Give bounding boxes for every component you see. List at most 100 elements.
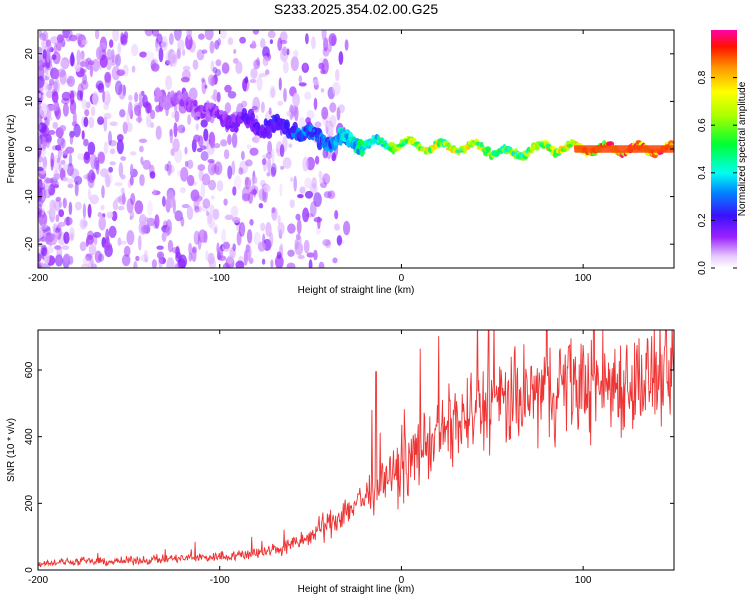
heatmap-noise-cell <box>66 163 74 176</box>
heatmap-noise-cell <box>252 30 260 35</box>
heatmap-ridge-band <box>574 145 674 153</box>
heatmap-noise-cell <box>109 39 114 48</box>
x-tick-label: -200 <box>28 575 48 586</box>
heatmap-noise-cell <box>235 61 243 74</box>
heatmap-noise-cell <box>82 203 86 219</box>
y-tick-label: 10 <box>24 95 35 107</box>
heatmap-noise-cell <box>176 48 181 60</box>
heatmap-noise-cell <box>116 134 124 142</box>
heatmap-noise-cell <box>200 119 208 128</box>
heatmap-noise-cell <box>215 68 222 77</box>
heatmap-noise-cell <box>54 245 61 250</box>
heatmap-noise-cell <box>303 63 308 71</box>
heatmap-noise-cell <box>326 122 330 128</box>
heatmap-noise-cell <box>77 153 86 161</box>
heatmap-noise-cell <box>74 181 79 197</box>
heatmap-noise-cell <box>280 165 285 170</box>
heatmap-noise-cell <box>328 132 334 137</box>
heatmap-noise-cell <box>156 33 163 44</box>
heatmap-noise-cell <box>56 40 62 52</box>
heatmap-noise-cell <box>208 179 217 191</box>
heatmap-noise-cell <box>90 172 96 181</box>
heatmap-noise-cell <box>198 205 202 213</box>
heatmap-noise-cell <box>294 238 299 250</box>
heatmap-noise-cell <box>109 148 116 155</box>
heatmap-noise-cell <box>238 167 244 175</box>
heatmap-noise-cell <box>53 184 59 189</box>
x-tick-label: 0 <box>399 575 405 586</box>
heatmap-noise-cell <box>205 250 209 261</box>
heatmap-noise-cell <box>57 68 66 78</box>
heatmap-ridge-cell <box>524 153 531 157</box>
heatmap-noise-cell <box>130 163 134 175</box>
heatmap-noise-cell <box>258 203 264 209</box>
heatmap-noise-cell <box>198 169 204 181</box>
heatmap-ridge-cell <box>466 146 471 150</box>
heatmap-noise-cell <box>139 145 144 153</box>
heatmap-noise-cell <box>106 93 111 104</box>
heatmap-noise-cell <box>227 134 232 146</box>
heatmap-noise-cell <box>270 87 275 98</box>
heatmap-noise-cell <box>278 245 283 253</box>
x-tick-label: -100 <box>210 575 230 586</box>
heatmap-noise-cell <box>62 163 69 171</box>
heatmap-noise-cell <box>209 204 215 213</box>
heatmap-noise-cell <box>232 216 241 224</box>
heatmap-noise-cell <box>295 233 301 241</box>
heatmap-noise-cell <box>188 242 193 255</box>
heatmap-noise-cell <box>319 177 326 184</box>
heatmap-noise-cell <box>38 30 43 38</box>
heatmap-noise-cell <box>69 90 75 105</box>
heatmap-noise-cell <box>46 232 55 242</box>
heatmap-noise-cell <box>290 56 299 72</box>
heatmap-noise-cell <box>334 210 339 220</box>
heatmap-noise-cell <box>128 101 133 117</box>
heatmap-noise-cell <box>154 214 160 229</box>
heatmap-noise-cell <box>59 142 64 152</box>
heatmap-noise-cell <box>289 177 294 182</box>
heatmap-noise-cell <box>298 82 307 87</box>
heatmap-noise-cell <box>213 143 221 149</box>
heatmap-noise-cell <box>55 196 62 202</box>
heatmap-noise-cell <box>122 121 128 134</box>
heatmap-noise-cell <box>74 201 82 211</box>
heatmap-noise-cell <box>187 174 195 187</box>
heatmap-noise-cell <box>66 75 75 87</box>
heatmap-noise-cell <box>88 116 95 129</box>
heatmap-noise-cell <box>200 151 209 161</box>
heatmap-noise-cell <box>88 60 95 66</box>
heatmap-noise-cell <box>92 231 102 238</box>
heatmap-noise-cell <box>202 198 211 209</box>
heatmap-noise-cell <box>303 239 310 254</box>
heatmap-noise-cell <box>201 49 208 54</box>
heatmap-noise-cell <box>58 163 62 173</box>
heatmap-noise-cell <box>102 90 106 103</box>
heatmap-noise-cell <box>182 49 186 56</box>
heatmap-noise-cell <box>249 219 254 226</box>
heatmap-noise-cell <box>66 216 70 226</box>
heatmap-ridge-cell <box>250 112 256 122</box>
heatmap-noise-cell <box>288 143 293 148</box>
x-tick-label: 0 <box>399 273 405 284</box>
heatmap-noise-cell <box>191 246 198 254</box>
heatmap-noise-cell <box>38 243 44 248</box>
heatmap-noise-cell <box>79 60 86 68</box>
heatmap-noise-cell <box>55 214 60 223</box>
heatmap-noise-cell <box>188 87 198 101</box>
heatmap-noise-cell <box>117 237 122 246</box>
heatmap-noise-cell <box>38 203 42 218</box>
heatmap-noise-cell <box>261 158 267 166</box>
heatmap-noise-cell <box>282 157 292 169</box>
heatmap-noise-cell <box>59 125 67 132</box>
heatmap-noise-cell <box>120 156 127 161</box>
heatmap-noise-cell <box>193 230 200 245</box>
heatmap-noise-cell <box>290 105 298 116</box>
heatmap-noise-cell <box>69 134 74 145</box>
heatmap-noise-cell <box>313 192 322 208</box>
heatmap-noise-cell <box>302 207 310 223</box>
heatmap-noise-cell <box>283 88 287 102</box>
snr-ylabel: SNR (10 * v/v) <box>6 418 17 482</box>
heatmap-noise-cell <box>99 54 108 68</box>
heatmap-noise-cell <box>292 92 300 107</box>
